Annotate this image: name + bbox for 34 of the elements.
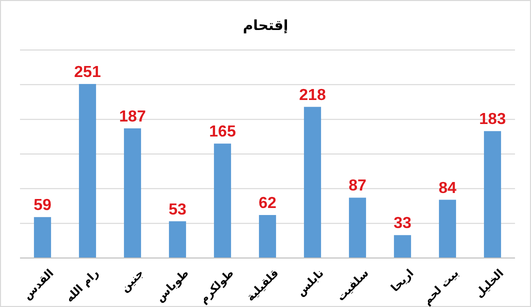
data-label: 165 <box>209 124 236 141</box>
data-label: 187 <box>119 108 146 126</box>
bar <box>168 221 186 258</box>
x-tick-label: اريحا <box>388 266 416 294</box>
chart-title: إقتحام <box>242 18 288 34</box>
x-tick-label: الخليل <box>472 266 506 300</box>
bar <box>304 106 322 258</box>
data-label: 53 <box>168 201 186 218</box>
x-tick-label: رام الله <box>63 266 102 305</box>
bar <box>348 198 366 258</box>
x-tick-label: القدس <box>20 266 56 302</box>
bar <box>78 84 96 258</box>
bar <box>258 215 276 258</box>
data-label: 183 <box>479 111 506 128</box>
data-label: 87 <box>348 178 366 195</box>
bar <box>124 128 142 258</box>
data-label: 251 <box>74 64 101 81</box>
x-tick-label: طولكرم <box>196 266 236 306</box>
data-label: 62 <box>258 195 276 212</box>
x-tick-label: نابلس <box>294 266 326 299</box>
bar <box>214 144 232 258</box>
x-tick-label: قلقيلية <box>244 266 282 304</box>
data-label: 33 <box>394 215 412 232</box>
x-tick-label: طوباس <box>153 266 192 305</box>
data-label: 59 <box>34 197 52 214</box>
bar <box>438 200 456 258</box>
bar <box>34 217 52 258</box>
x-tick-label: جنين <box>118 266 146 295</box>
x-tick-label: سلفيت <box>334 266 372 304</box>
bar <box>484 131 502 258</box>
data-label: 84 <box>438 180 456 197</box>
x-tick-label: بيت لحم <box>420 266 462 307</box>
bar <box>394 235 412 258</box>
data-label: 218 <box>299 86 326 104</box>
